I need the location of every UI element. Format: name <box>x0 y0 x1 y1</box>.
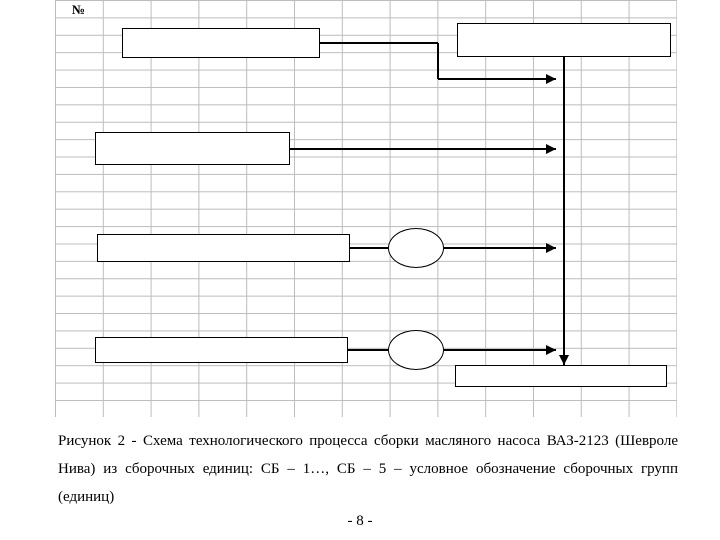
page-number: - 8 - <box>0 513 720 530</box>
diagram-box <box>95 132 290 165</box>
diagram-ellipse <box>388 330 444 370</box>
figure-caption: Рисунок 2 - Схема технологического проце… <box>58 427 678 511</box>
diagram-box <box>455 365 667 387</box>
diagram-ellipse <box>388 228 444 268</box>
diagram-box <box>457 23 671 57</box>
diagram-box <box>97 234 350 262</box>
table-header-label: № <box>72 2 85 18</box>
diagram-box <box>122 28 320 58</box>
diagram-box <box>95 337 348 363</box>
